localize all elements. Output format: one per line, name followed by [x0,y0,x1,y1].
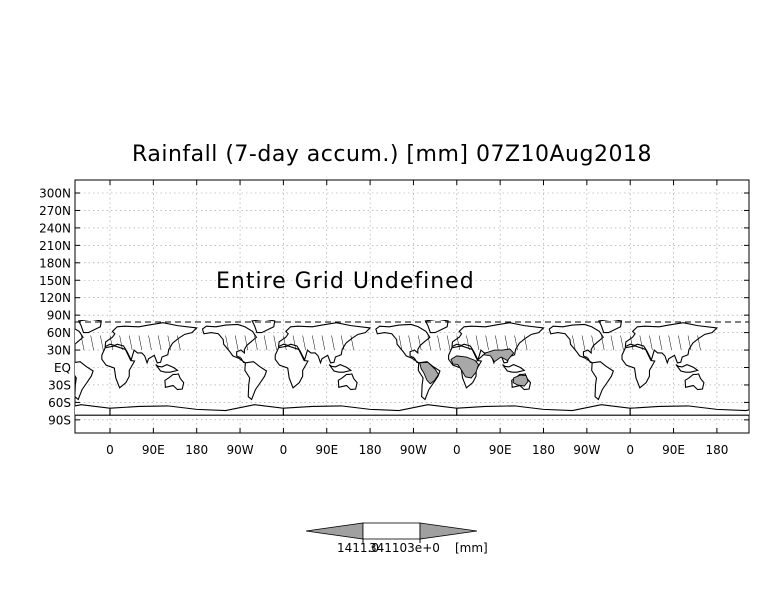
y-tick-label: 180N [39,256,71,270]
x-tick-label: 0 [626,443,634,457]
x-tick-label: 0 [106,443,114,457]
grid-lines [75,180,749,433]
colorbar-label-low: 1411.0 [337,541,379,555]
y-tick-label: 300N [39,187,71,201]
y-tick-label: EQ [54,361,71,375]
x-tick-label: 90W [573,443,600,457]
y-tick-label: 30S [48,378,71,392]
x-tick-label: 90W [400,443,427,457]
x-tick-label: 90E [489,443,512,457]
colorbar-label-high: 341103e+0 [369,541,440,555]
colorbar: 1411.0 341103e+0 [mm] [305,522,488,555]
x-tick-label: 180 [532,443,555,457]
colorbar-unit: [mm] [455,541,488,555]
x-tick-label: 90E [315,443,338,457]
colorbar-high-arrow [419,522,478,540]
x-tick-label: 90E [662,443,685,457]
map-title: Rainfall (7-day accum.) [mm] 07Z10Aug201… [132,142,652,167]
y-tick-label: 150N [39,274,71,288]
y-tick-label: 270N [39,204,71,218]
x-tick-label: 0 [453,443,461,457]
y-tick-label: 60S [48,396,71,410]
y-tick-label: 120N [39,291,71,305]
y-tick-label: 210N [39,239,71,253]
y-tick-label: 240N [39,221,71,235]
y-axis-ticks: 300N 270N 240N 210N 180N 150N 120N 90N 60N 30N EQ 3… [39,187,749,427]
x-tick-label: 180 [359,443,382,457]
y-tick-label: 30N [47,344,71,358]
x-tick-label: 90E [142,443,165,457]
y-tick-label: 60N [47,326,71,340]
x-axis-ticks: 0 90E 180 90W 0 90E 180 90W 0 90E 180 90W 0 90E 180 [106,180,728,457]
undefined-grid-annotation: Entire Grid Undefined [216,269,475,294]
x-tick-label: 180 [705,443,728,457]
x-tick-label: 0 [280,443,288,457]
continents [75,320,749,416]
x-tick-label: 180 [185,443,208,457]
colorbar-low-arrow [305,522,364,540]
y-tick-label: 90N [47,309,71,323]
y-tick-label: 90S [48,413,71,427]
x-tick-label: 90W [226,443,253,457]
plot-frame [74,179,750,434]
colorbar-mid-segment [362,522,421,540]
